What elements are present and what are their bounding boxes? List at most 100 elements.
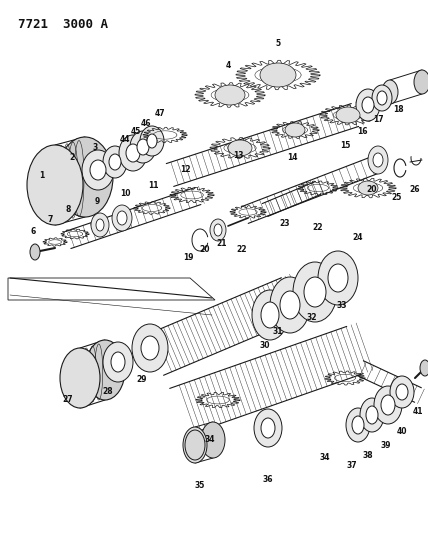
Ellipse shape [360,398,384,432]
Ellipse shape [420,360,428,376]
Ellipse shape [60,348,100,408]
Ellipse shape [183,427,207,463]
Ellipse shape [117,211,127,225]
Ellipse shape [373,153,383,167]
Text: 35: 35 [195,481,205,489]
Text: 27: 27 [62,395,73,405]
Ellipse shape [372,85,392,111]
Ellipse shape [356,89,380,121]
Ellipse shape [304,277,326,307]
Text: 34: 34 [320,454,330,463]
Ellipse shape [261,302,279,328]
Ellipse shape [185,430,205,460]
Text: 28: 28 [103,387,113,397]
Ellipse shape [396,384,408,400]
Ellipse shape [57,137,113,217]
Ellipse shape [112,205,132,231]
Text: 38: 38 [363,450,373,459]
Text: 3: 3 [92,142,98,151]
Ellipse shape [111,352,125,372]
Text: 17: 17 [373,116,383,125]
Text: 39: 39 [381,440,391,449]
Text: 26: 26 [410,185,420,195]
Text: 20: 20 [200,246,210,254]
Text: 22: 22 [237,246,247,254]
Ellipse shape [132,324,168,372]
Text: 29: 29 [137,376,147,384]
Text: 19: 19 [183,254,193,262]
Ellipse shape [137,139,149,155]
Ellipse shape [130,131,156,163]
Text: 20: 20 [367,185,377,195]
Text: 16: 16 [357,127,367,136]
Ellipse shape [96,219,104,231]
Ellipse shape [215,85,245,105]
Ellipse shape [414,70,428,94]
Text: 7: 7 [48,215,53,224]
Ellipse shape [358,181,378,195]
Ellipse shape [214,224,222,236]
Ellipse shape [374,386,402,424]
Ellipse shape [119,135,147,171]
Text: 9: 9 [95,198,100,206]
Text: 1: 1 [39,171,45,180]
Ellipse shape [260,63,296,87]
Text: 36: 36 [263,475,273,484]
Text: 21: 21 [217,238,227,247]
Ellipse shape [103,342,133,382]
Text: 5: 5 [276,39,281,49]
Text: 41: 41 [413,408,423,416]
Text: 45: 45 [131,127,141,136]
Text: 10: 10 [120,190,130,198]
Ellipse shape [346,408,370,442]
Ellipse shape [141,336,159,360]
Text: 8: 8 [65,206,71,214]
Ellipse shape [270,277,310,333]
Text: 22: 22 [313,223,323,232]
Ellipse shape [91,213,109,237]
Ellipse shape [328,264,348,292]
Ellipse shape [336,107,360,123]
Text: 46: 46 [141,119,151,128]
Text: 33: 33 [337,301,347,310]
Ellipse shape [362,97,374,113]
Text: 4: 4 [226,61,231,69]
Ellipse shape [140,126,164,156]
Text: 12: 12 [180,166,190,174]
Ellipse shape [280,291,300,319]
Polygon shape [8,278,215,300]
Text: 13: 13 [233,150,243,159]
Text: 24: 24 [353,233,363,243]
Ellipse shape [82,150,114,190]
Ellipse shape [285,123,305,137]
Text: 44: 44 [120,135,130,144]
Ellipse shape [261,418,275,438]
Ellipse shape [103,146,127,178]
Ellipse shape [85,340,125,400]
Text: 15: 15 [340,141,350,149]
Ellipse shape [210,219,226,241]
Ellipse shape [109,154,121,170]
Ellipse shape [147,134,157,148]
Ellipse shape [318,251,358,305]
Ellipse shape [90,160,106,180]
Text: 14: 14 [287,154,297,163]
Text: 30: 30 [260,341,270,350]
Ellipse shape [366,406,378,424]
Text: 34: 34 [205,435,215,445]
Text: 6: 6 [30,228,36,237]
Text: 32: 32 [307,313,317,322]
Ellipse shape [228,140,252,156]
Ellipse shape [27,145,83,225]
Text: 40: 40 [397,427,407,437]
Ellipse shape [30,244,40,260]
Text: 37: 37 [347,461,357,470]
Ellipse shape [201,422,225,458]
Ellipse shape [126,144,140,162]
Text: 11: 11 [148,181,158,190]
Ellipse shape [377,91,387,105]
Text: 25: 25 [392,193,402,203]
Text: 18: 18 [392,106,403,115]
Ellipse shape [254,409,282,447]
Ellipse shape [252,290,288,340]
